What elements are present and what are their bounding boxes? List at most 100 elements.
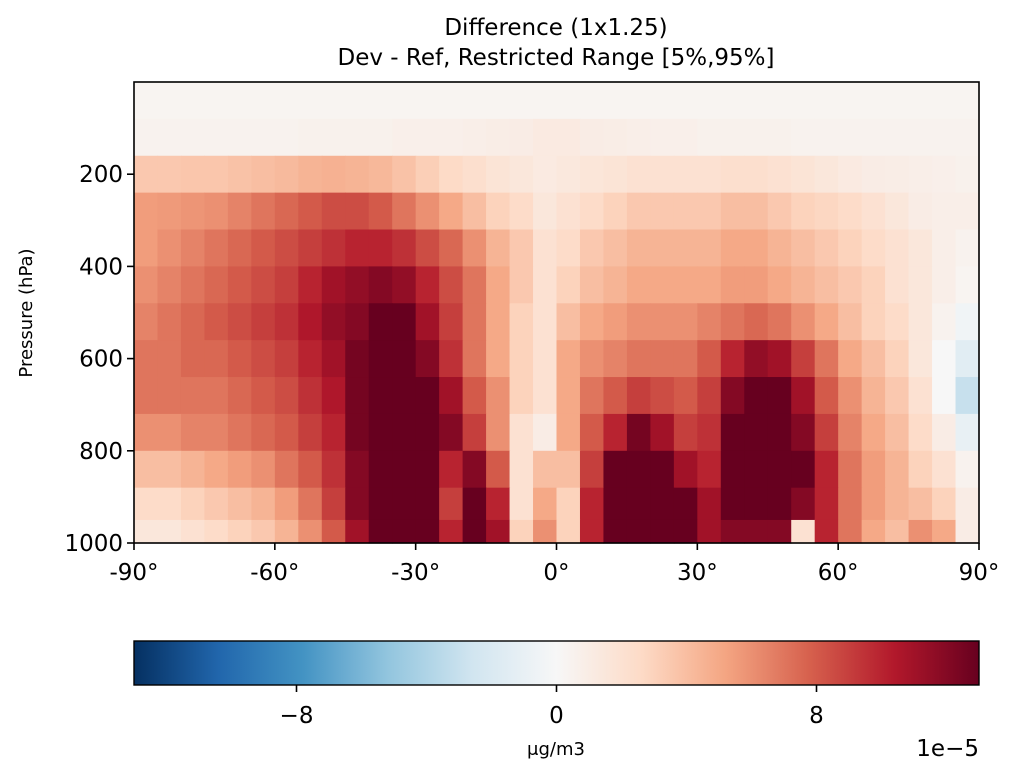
heatmap-cell <box>744 413 769 452</box>
heatmap-cell <box>274 82 299 120</box>
heatmap-cell <box>157 519 182 544</box>
heatmap-cell <box>509 192 534 231</box>
heatmap-cell <box>861 377 886 415</box>
heatmap-cell <box>579 340 605 378</box>
heatmap-cell <box>650 155 675 194</box>
heatmap-cell <box>345 519 370 544</box>
y-tick-label: 200 <box>79 162 123 188</box>
heatmap-cell <box>274 450 299 489</box>
heatmap-cell <box>603 192 628 231</box>
heatmap-cell <box>462 303 487 341</box>
heatmap-cell <box>180 487 206 521</box>
heatmap-cell <box>885 340 910 378</box>
heatmap-cell <box>486 155 511 194</box>
heatmap-cell <box>204 377 229 415</box>
heatmap-cell <box>321 192 346 231</box>
heatmap-cell <box>767 229 792 267</box>
heatmap-cell <box>462 82 487 120</box>
heatmap-cell <box>814 155 839 194</box>
heatmap-cell <box>157 155 182 194</box>
heatmap-cell <box>509 413 534 452</box>
heatmap-cell <box>462 118 487 157</box>
heatmap-cell <box>673 266 698 304</box>
heatmap-cell <box>932 118 957 157</box>
heatmap-cell <box>885 303 910 341</box>
heatmap-cell <box>650 303 675 341</box>
heatmap-cell <box>204 192 229 231</box>
heatmap-cell <box>298 118 323 157</box>
heatmap-cell <box>720 303 745 341</box>
heatmap-cell <box>744 340 769 378</box>
heatmap-cell <box>626 450 651 489</box>
heatmap-cell <box>791 303 816 341</box>
heatmap-cell <box>157 192 182 231</box>
heatmap-cell <box>932 450 957 489</box>
heatmap-cell <box>180 229 206 267</box>
heatmap-cell <box>603 377 628 415</box>
heatmap-cell <box>814 266 839 304</box>
chart-title: Difference (1x1.25) <box>444 15 667 41</box>
heatmap-cell <box>533 413 558 452</box>
heatmap-cell <box>603 118 628 157</box>
heatmap-cell <box>533 487 558 521</box>
heatmap-cell <box>885 192 910 231</box>
y-axis-label: Pressure (hPa) <box>16 248 37 377</box>
heatmap-cell <box>509 266 534 304</box>
heatmap-cell <box>908 377 933 415</box>
heatmap-cell <box>462 450 487 489</box>
heatmap-cell <box>556 192 581 231</box>
heatmap-cell <box>439 377 464 415</box>
heatmap-cell <box>392 450 417 489</box>
heatmap-cell <box>392 82 417 120</box>
colorbar-tick-label: 0 <box>549 703 564 729</box>
heatmap-cell <box>603 340 628 378</box>
heatmap-cell <box>579 377 605 415</box>
heatmap-cell <box>274 118 299 157</box>
heatmap-cell <box>157 450 182 489</box>
heatmap-cell <box>720 377 745 415</box>
heatmap-cell <box>486 192 511 231</box>
heatmap-cell <box>298 450 323 489</box>
heatmap-cell <box>227 413 252 452</box>
heatmap-cell <box>439 192 464 231</box>
heatmap-cell <box>439 229 464 267</box>
heatmap-cell <box>955 266 980 304</box>
heatmap-cell <box>932 155 957 194</box>
heatmap-cell <box>626 82 651 120</box>
y-tick-label: 600 <box>79 347 123 373</box>
heatmap-cell <box>767 340 792 378</box>
heatmap-cell <box>673 519 698 544</box>
heatmap-cell <box>908 487 933 521</box>
heatmap-cell <box>227 340 252 378</box>
heatmap-cell <box>533 118 558 157</box>
heatmap-cell <box>251 155 276 194</box>
heatmap-cell <box>298 377 323 415</box>
heatmap-cell <box>556 377 581 415</box>
heatmap-cell <box>626 155 651 194</box>
heatmap-cell <box>767 82 792 120</box>
heatmap-cell <box>814 303 839 341</box>
heatmap-cell <box>533 450 558 489</box>
heatmap-cell <box>579 487 605 521</box>
heatmap-cell <box>415 340 440 378</box>
heatmap-cell <box>885 519 910 544</box>
heatmap-cell <box>204 118 229 157</box>
heatmap-cell <box>251 118 276 157</box>
heatmap-cell <box>486 118 511 157</box>
heatmap-cell <box>180 266 206 304</box>
heatmap-cell <box>697 413 722 452</box>
heatmap-cell <box>955 303 980 341</box>
heatmap-cell <box>204 340 229 378</box>
heatmap-cell <box>321 155 346 194</box>
heatmap-cell <box>368 519 393 544</box>
heatmap-cell <box>533 192 558 231</box>
heatmap-cell <box>673 413 698 452</box>
heatmap-cell <box>720 266 745 304</box>
heatmap-cell <box>134 377 159 415</box>
heatmap-cell <box>720 450 745 489</box>
heatmap-cell <box>392 118 417 157</box>
heatmap-cell <box>251 303 276 341</box>
heatmap-cell <box>697 118 722 157</box>
heatmap-cell <box>744 450 769 489</box>
